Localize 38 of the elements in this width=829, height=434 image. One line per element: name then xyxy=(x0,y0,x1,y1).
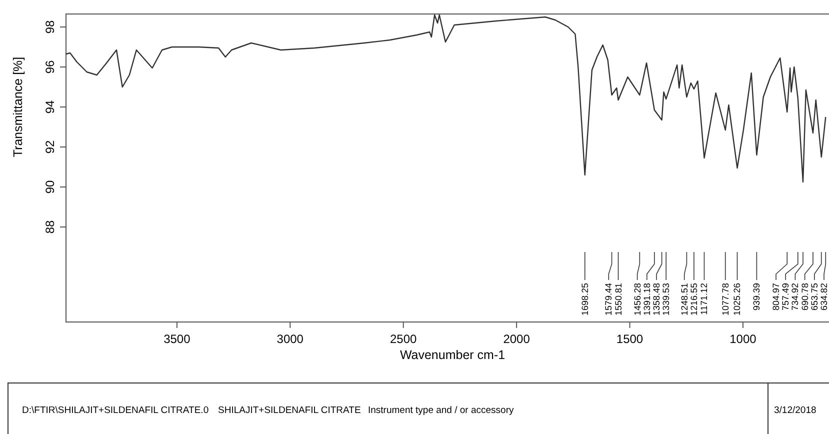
annotation: 939.39 xyxy=(752,283,762,311)
annotation: 1579.44 xyxy=(604,283,614,316)
y-tick-label: 94 xyxy=(43,100,57,114)
y-tick-label: 88 xyxy=(43,220,57,234)
annotation: 1456.28 xyxy=(632,283,642,316)
annotation: 1358.48 xyxy=(651,283,662,316)
annotation: 1248.51 xyxy=(679,283,690,316)
text: Instrument type and / or accessory xyxy=(368,405,514,416)
text: 3/12/2018 xyxy=(774,405,816,416)
annotation: 634.82 xyxy=(819,283,829,311)
x-tick-label: 2500 xyxy=(390,332,418,346)
x-tick-label: 3500 xyxy=(164,332,191,346)
text: SHILAJIT+SILDENAFIL CITRATE xyxy=(218,405,361,416)
y-axis-title: Transmittance [%] xyxy=(11,56,25,158)
x-tick-label: 1500 xyxy=(616,332,644,346)
y-tick-label: 96 xyxy=(43,60,57,74)
annotation: 690.78 xyxy=(800,283,810,311)
annotation: 1391.18 xyxy=(642,283,652,316)
annotation: 1025.26 xyxy=(732,283,742,316)
x-tick-label: 2000 xyxy=(503,332,530,346)
x-tick-label: 1000 xyxy=(730,332,757,346)
annotation: 1171.12 xyxy=(699,283,710,315)
y-tick-label: 92 xyxy=(43,140,57,154)
annotation: 1698.25 xyxy=(580,283,590,316)
text: D:\FTIR\SHILAJIT+SILDENAFIL CITRATE.0 xyxy=(22,405,209,416)
annotation: 734.92 xyxy=(790,283,800,311)
annotation: 1077.78 xyxy=(720,283,730,316)
line-series xyxy=(65,14,826,183)
annotation: 804.97 xyxy=(771,283,781,311)
x-axis-title: Wavenumber cm-1 xyxy=(400,348,506,362)
x-tick-label: 3000 xyxy=(276,332,304,346)
annotation: 653.75 xyxy=(809,283,820,311)
annotation: 1339.53 xyxy=(661,283,672,316)
annotation: 1550.81 xyxy=(613,283,624,316)
y-tick-label: 90 xyxy=(43,180,57,194)
annotation: 757.49 xyxy=(780,283,791,311)
annotation: 1216.55 xyxy=(688,283,699,316)
y-tick-label: 98 xyxy=(43,20,57,34)
